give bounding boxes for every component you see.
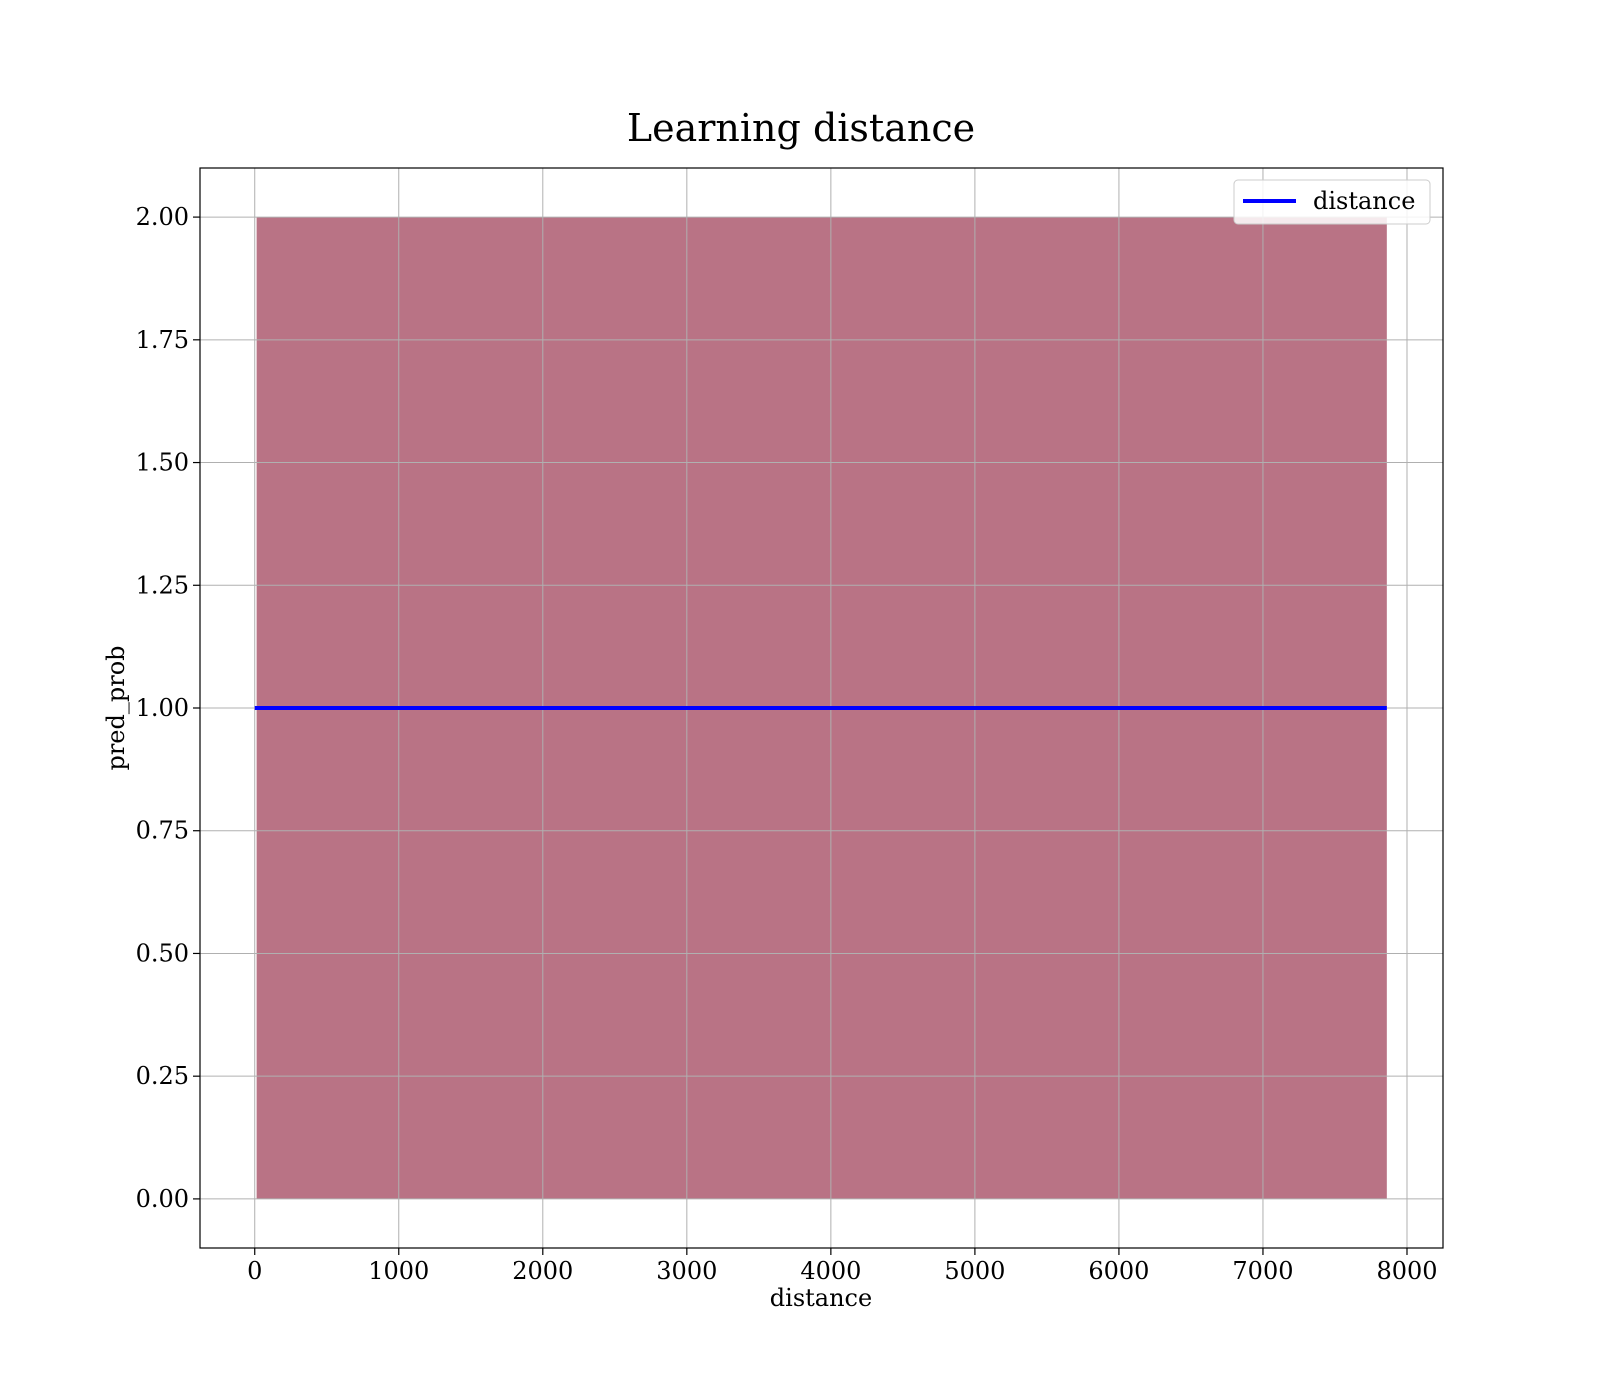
y-tick-label-0.50: 0.50 — [136, 939, 189, 967]
y-tick-label-1.75: 1.75 — [136, 326, 189, 354]
y-tick-label-1.50: 1.50 — [136, 449, 189, 477]
y-tick-label-0.00: 0.00 — [136, 1185, 189, 1213]
legend: distance — [1233, 179, 1431, 225]
legend-box — [1233, 179, 1431, 225]
x-tick-label-7000: 7000 — [1232, 1257, 1293, 1285]
y-axis-label: pred_prob — [102, 645, 130, 770]
x-ticks: 0 1000 2000 3000 4000 5000 6000 7000 8000 — [247, 1248, 1438, 1285]
x-tick-label-5000: 5000 — [944, 1257, 1005, 1285]
x-tick-label-2000: 2000 — [512, 1257, 573, 1285]
x-axis-label: distance — [770, 1284, 872, 1312]
y-tick-label-0.75: 0.75 — [136, 817, 189, 845]
x-tick-label-4000: 4000 — [800, 1257, 861, 1285]
y-tick-label-1.00: 1.00 — [136, 694, 189, 722]
legend-label-distance: distance — [1313, 187, 1415, 215]
y-tick-label-2.00: 2.00 — [136, 203, 189, 231]
chart-title: Learning distance — [627, 106, 975, 150]
x-tick-label-0: 0 — [247, 1257, 262, 1285]
y-tick-label-0.25: 0.25 — [136, 1062, 189, 1090]
x-tick-label-8000: 8000 — [1376, 1257, 1437, 1285]
x-tick-label-1000: 1000 — [368, 1257, 429, 1285]
y-tick-label-1.25: 1.25 — [136, 571, 189, 599]
x-tick-label-6000: 6000 — [1088, 1257, 1149, 1285]
y-ticks: 0.00 0.25 0.50 0.75 1.00 1.25 1.50 1.75 2.00 — [136, 203, 200, 1213]
x-tick-label-3000: 3000 — [656, 1257, 717, 1285]
